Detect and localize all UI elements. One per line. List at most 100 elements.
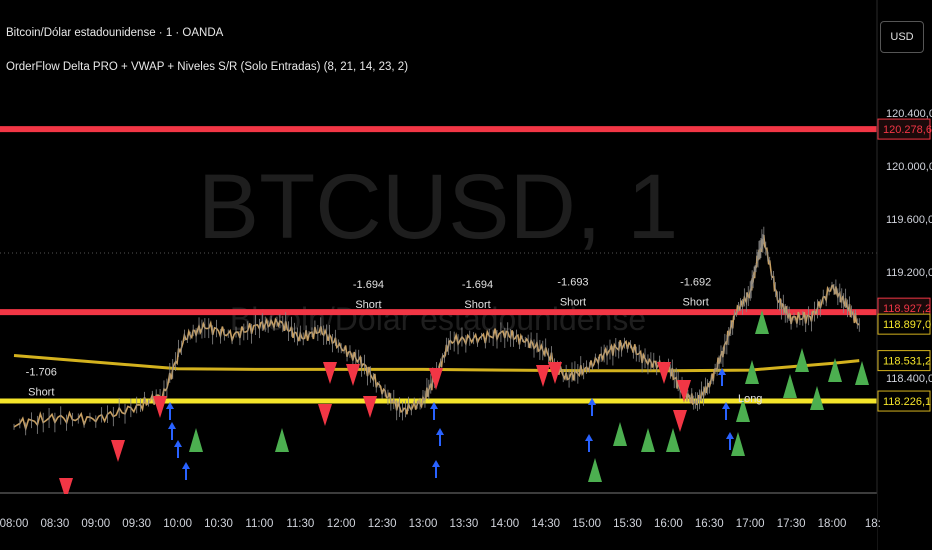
time-tick-label: 08:30: [41, 518, 70, 530]
short-marker: [657, 362, 671, 384]
price-series: [13, 226, 860, 436]
vwap-price-tag: 118.531,2: [883, 356, 931, 368]
up-arrow-head: [588, 398, 596, 405]
time-tick-label: 17:30: [777, 518, 806, 530]
annotations: -1.706 Short -1.694 Short -1.694 Short -1.693 S…: [26, 276, 763, 405]
time-axis[interactable]: 08:00 08:30 09:00 09:30 10:00 10:30 11:00 11:30…: [0, 494, 881, 550]
support-price-tag: 118.226,1: [883, 396, 931, 408]
level2-tag-bg: [877, 313, 931, 335]
long-marker: [731, 432, 745, 456]
short-marker: [59, 478, 73, 500]
long-marker: [736, 398, 750, 422]
short-marker: [677, 380, 691, 402]
up-arrow-head: [168, 422, 176, 429]
time-tick-label: 14:00: [490, 518, 519, 530]
long-marker: [745, 360, 759, 384]
time-tick-label: 12:00: [327, 518, 356, 530]
short-marker: [363, 396, 377, 418]
time-tick-label: 11:30: [286, 518, 314, 530]
time-tick-label: 10:00: [163, 518, 192, 530]
vwap-tag-border: [877, 350, 931, 372]
time-tick-label: 15:30: [613, 518, 642, 530]
up-arrow-head: [726, 432, 734, 439]
time-tick-label: 13:30: [450, 518, 479, 530]
price-axis-bg: [877, 0, 932, 550]
time-tick-label: 13:00: [409, 518, 438, 530]
up-arrow-head: [718, 368, 726, 375]
time-tick-label: 16:30: [695, 518, 724, 530]
short-marker: [153, 396, 167, 418]
vwap-line: [13, 354, 860, 373]
short-marker: [318, 404, 332, 426]
annotation-side: Short: [683, 296, 709, 308]
short-marker: [346, 364, 360, 386]
annotation-side: Long: [738, 393, 762, 405]
annotation-delta: -1.694: [462, 279, 493, 291]
time-tick-label: 18:: [865, 518, 881, 530]
current-price-tag: 118.927,2: [883, 303, 931, 315]
symbol-title: Bitcoin/Dólar estadounidense · 1 · OANDA: [6, 27, 224, 39]
short-marker: [548, 362, 562, 384]
up-arrow-head: [432, 460, 440, 467]
short-marker: [673, 410, 687, 432]
annotation-delta: -1.693: [557, 276, 588, 288]
long-marker: [189, 428, 203, 452]
short-marker: [429, 368, 443, 390]
long-marker: [613, 422, 627, 446]
signal-markers: [59, 310, 869, 500]
long-marker: [855, 361, 869, 385]
time-tick-label: 11:00: [245, 518, 273, 530]
time-tick-label: 16:00: [654, 518, 683, 530]
long-marker: [666, 428, 680, 452]
up-arrow-head: [174, 440, 182, 447]
up-arrow-head: [585, 434, 593, 441]
short-marker: [111, 440, 125, 462]
level2-price-tag: 118.897,0: [883, 319, 931, 331]
long-marker: [828, 358, 842, 382]
short-marker: [323, 362, 337, 384]
watermark-symbol: BTCUSD, 1: [198, 156, 679, 258]
indicator-title: OrderFlow Delta PRO + VWAP + Niveles S/R…: [6, 61, 409, 73]
currency-button[interactable]: USD: [880, 21, 924, 53]
vwap-price-tag-bg: [878, 350, 930, 371]
long-marker: [275, 428, 289, 452]
long-marker: [641, 428, 655, 452]
time-tick-label: 09:00: [81, 518, 110, 530]
long-marker: [588, 458, 602, 482]
long-marker: [783, 374, 797, 398]
price-tick-label: 119.200,0: [886, 267, 932, 279]
up-arrow-head: [722, 402, 730, 409]
long-marker: [755, 310, 769, 334]
grid: [0, 252, 877, 494]
annotation-side: Short: [28, 386, 54, 398]
time-tick-label: 09:30: [122, 518, 151, 530]
time-tick-label: 10:30: [204, 518, 233, 530]
price-axis[interactable]: 120.400,0 120.000,0 119.600,0 119.200,0 118.…: [876, 0, 932, 550]
up-arrow-head: [436, 428, 444, 435]
price-tick-label: 119.600,0: [886, 214, 932, 226]
annotation-delta: -1.694: [353, 279, 384, 291]
price-tick-label: 120.400,0: [886, 108, 932, 120]
time-tick-label: 15:00: [572, 518, 601, 530]
support-tag-border: [877, 390, 931, 412]
up-arrow-head: [182, 462, 190, 469]
up-arrow-head: [166, 402, 174, 409]
price-tick-label: 120.000,0: [886, 161, 932, 173]
long-marker: [810, 386, 824, 410]
watermark-name: Bitcoin/Dólar estadounidense: [230, 301, 646, 337]
up-arrow-head: [430, 402, 438, 409]
resistance-price-tag: 120.278,6: [883, 124, 932, 136]
annotation-side: Short: [355, 299, 381, 311]
annotation-side: Short: [464, 299, 490, 311]
annotation-delta: -1.692: [680, 276, 711, 288]
time-tick-label: 18:00: [818, 518, 847, 530]
time-tick-label: 14:30: [531, 518, 560, 530]
vwap-series: [13, 354, 860, 373]
annotation-side: Short: [560, 296, 586, 308]
annotation-delta: -1.706: [26, 366, 57, 378]
short-marker: [536, 365, 550, 387]
resistance-tag-border: [877, 118, 931, 140]
watermark: BTCUSD, 1 Bitcoin/Dólar estadounidense: [198, 156, 679, 337]
time-tick-label: 08:00: [0, 518, 28, 530]
